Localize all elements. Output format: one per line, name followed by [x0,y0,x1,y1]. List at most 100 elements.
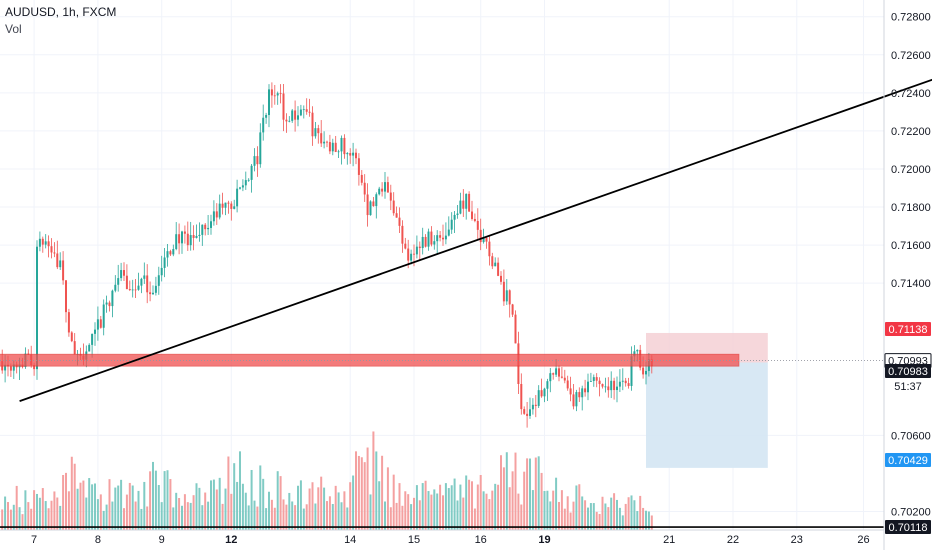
candle-body [485,237,488,242]
volume-bar [94,483,96,530]
volume-bar [468,479,471,530]
volume-bar [195,483,198,530]
candle-body [384,182,386,192]
volume-bar [560,490,563,530]
candle-body [404,243,407,249]
volume-bar [500,455,502,530]
candle-body [436,235,439,242]
price-label-countdown[interactable]: 51:37 [885,379,931,393]
price-label-level[interactable]: 0.70118 [885,520,931,535]
volume-bar [459,484,462,530]
candle-body [624,380,627,384]
volume-bar [447,488,450,530]
volume-bar [1,509,4,530]
time-axis[interactable]: 7 8 9 12 14 15 16 19 21 22 23 26 [31,534,870,546]
candle-body [500,275,502,282]
volume-bar [465,475,468,530]
volume-bar [346,507,349,530]
y-tick-label: 0.72400 [891,88,931,100]
candle-body [613,380,616,391]
candle-body [621,380,624,382]
candle-body [41,238,44,245]
volume-bar [59,505,62,530]
candle-body [381,188,384,192]
candle-body [227,202,230,204]
volume-bar [537,456,540,530]
volume-bar [415,485,418,530]
candle-body [578,392,581,398]
candle-body [33,365,36,370]
volume-bar [636,511,639,530]
x-tick-label: 26 [857,534,869,546]
volume-bar [563,508,566,530]
volume-bar [41,488,44,530]
volume-bar [12,504,15,530]
short-position-tool[interactable] [646,332,768,468]
candle-body [47,241,50,247]
volume-bar [598,513,601,530]
volume-bar [604,503,607,530]
volume-bar [320,476,323,530]
candle-body [395,213,398,218]
candle-body [53,252,56,254]
price-label-target[interactable]: 0.70429 [885,453,931,467]
candle-body [389,192,392,201]
candle-body [592,377,595,381]
candle-body [473,218,476,221]
volume-bar [566,496,569,530]
volume-bar [256,506,259,530]
candle-body [558,368,560,377]
drawings[interactable] [0,53,932,528]
volume-bar [633,500,636,530]
volume-bar [514,452,517,530]
volume-bar [111,501,114,530]
volume-bar [154,470,157,530]
volume-bar [410,504,413,530]
volume-bar [108,479,111,530]
volume-bar [262,478,265,530]
y-tick-label: 0.72800 [891,12,931,24]
volume-bar [610,497,613,530]
candle-body [604,386,607,388]
candle-body [546,381,549,389]
volume-bar [7,502,9,530]
candle-body [363,182,366,195]
volume-bar [134,501,137,530]
volume-bar [96,499,99,530]
volume-bar [215,489,218,530]
volume-bar [543,490,546,530]
candle-body [56,253,59,268]
candle-body [424,236,427,247]
candle-body [372,201,375,207]
volume-legend[interactable]: Vol [5,22,22,36]
volume-bar [125,494,128,530]
price-label-current[interactable]: 0.70983 [885,364,931,378]
candle-body [505,290,508,302]
candle-body [198,234,201,236]
volume-bar [198,487,201,530]
volume-bar [27,502,30,530]
volume-bar [73,463,76,530]
volume-bar [558,501,560,530]
volume-bar [384,501,386,530]
volume-bar [33,490,36,530]
price-label-text: 0.70118 [889,522,928,534]
candle-body [334,142,337,152]
volume-bar [47,508,50,530]
candle-body [169,251,172,255]
volume-bar [587,507,589,530]
candle-body [189,235,192,246]
price-label-stop[interactable]: 0.71138 [885,322,931,336]
volume-bar [204,492,207,530]
volume-bar [592,503,595,530]
volume-bar [85,497,88,530]
symbol-title[interactable]: AUDUSD, 1h, FXCM [5,5,117,19]
volume-bar [395,502,398,530]
candle-body [566,380,569,389]
volume-bar [462,497,465,530]
volume-bar [476,484,479,530]
price-label-text: 0.70983 [888,366,928,378]
